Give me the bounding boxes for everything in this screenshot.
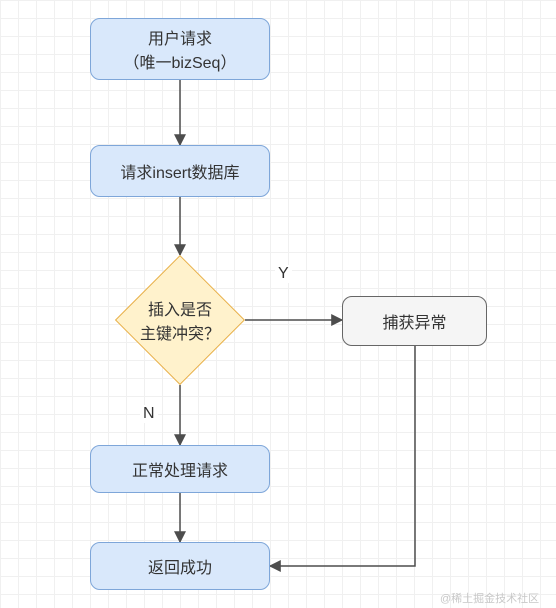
node-label: 正常处理请求 (132, 457, 228, 481)
node-process-request: 正常处理请求 (90, 445, 270, 493)
edge-label-no: N (140, 405, 158, 423)
edge-label-yes: Y (275, 265, 292, 283)
node-label: 请求insert数据库 (120, 159, 239, 183)
node-label: 插入是否 (140, 296, 220, 320)
node-label: 用户请求 (124, 25, 237, 49)
node-label: 主键冲突？ (140, 320, 220, 344)
node-catch-exception: 捕获异常 (342, 296, 487, 346)
node-decision-conflict: 插入是否 主键冲突？ (115, 255, 245, 385)
node-label: 返回成功 (148, 554, 212, 578)
node-return-success: 返回成功 (90, 542, 270, 590)
node-label: 捕获异常 (382, 309, 446, 333)
watermark-text: @稀土掘金技术社区 (440, 590, 539, 606)
node-insert-db: 请求insert数据库 (90, 145, 270, 197)
node-user-request: 用户请求 （唯一bizSeq） (90, 18, 270, 80)
node-label: （唯一bizSeq） (124, 49, 237, 73)
